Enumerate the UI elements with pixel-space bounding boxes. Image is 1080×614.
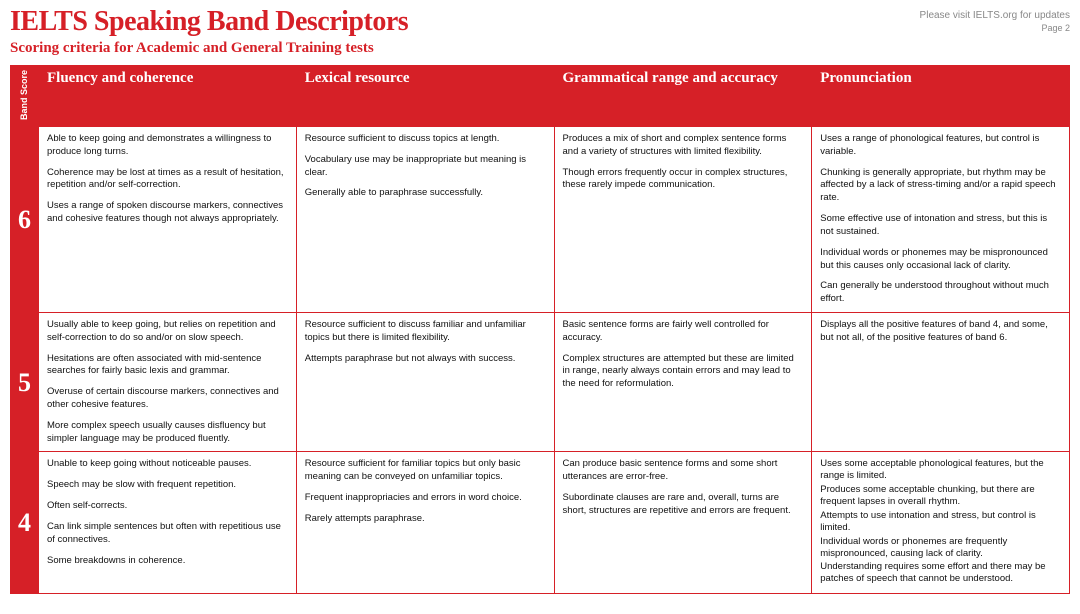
criterion-paragraph: Complex structures are attempted but the…	[563, 353, 804, 391]
criterion-paragraph: Vocabulary use may be inappropriate but …	[305, 154, 546, 180]
criterion-paragraph: Can generally be understood throughout w…	[820, 280, 1061, 306]
descriptors-table: Band Score Fluency and coherence Lexical…	[10, 65, 1070, 594]
criterion-paragraph: Speech may be slow with frequent repetit…	[47, 479, 288, 492]
band-cell: 4	[11, 452, 39, 594]
criterion-paragraph: Can produce basic sentence forms and som…	[563, 458, 804, 484]
criterion-paragraph: Though errors frequently occur in comple…	[563, 167, 804, 193]
criterion-paragraph: Attempts to use intonation and stress, b…	[820, 510, 1061, 534]
table-row: 5 Usually able to keep going, but relies …	[11, 312, 1070, 452]
updates-text: Please visit IELTS.org for updates	[920, 6, 1070, 21]
band-score-label: Band Score	[20, 70, 30, 120]
criterion-paragraph: Able to keep going and demonstrates a wi…	[47, 133, 288, 159]
header: IELTS Speaking Band Descriptors Scoring …	[10, 6, 1070, 65]
criterion-cell: Usually able to keep going, but relies o…	[39, 312, 297, 452]
col-head-pronunciation: Pronunciation	[812, 66, 1070, 127]
criterion-paragraph: More complex speech usually causes disfl…	[47, 420, 288, 446]
col-head-band-score: Band Score	[11, 66, 39, 127]
criterion-cell: Resource sufficient to discuss familiar …	[296, 312, 554, 452]
criterion-paragraph: Basic sentence forms are fairly well con…	[563, 319, 804, 345]
col-head-grammar: Grammatical range and accuracy	[554, 66, 812, 127]
criterion-paragraph: Unable to keep going without noticeable …	[47, 458, 288, 471]
criterion-cell: Resource sufficient to discuss topics at…	[296, 127, 554, 313]
criterion-paragraph: Produces a mix of short and complex sent…	[563, 133, 804, 159]
criterion-cell: Displays all the positive features of ba…	[812, 312, 1070, 452]
criterion-paragraph: Resource sufficient for familiar topics …	[305, 458, 546, 484]
table-row: 6 Able to keep going and demonstrates a w…	[11, 127, 1070, 313]
page-number: Page 2	[920, 23, 1070, 33]
header-right: Please visit IELTS.org for updates Page …	[920, 6, 1070, 33]
table-header-row: Band Score Fluency and coherence Lexical…	[11, 66, 1070, 127]
criterion-cell: Able to keep going and demonstrates a wi…	[39, 127, 297, 313]
criterion-paragraph: Uses some acceptable phonological featur…	[820, 458, 1061, 482]
criterion-cell: Resource sufficient for familiar topics …	[296, 452, 554, 594]
criterion-paragraph: Individual words or phonemes may be misp…	[820, 247, 1061, 273]
criterion-paragraph: Some effective use of intonation and str…	[820, 213, 1061, 239]
criterion-paragraph: Individual words or phonemes are frequen…	[820, 536, 1061, 560]
band-cell: 5	[11, 312, 39, 452]
criterion-paragraph: Subordinate clauses are rare and, overal…	[563, 492, 804, 518]
criterion-cell: Uses a range of phonological features, b…	[812, 127, 1070, 313]
criterion-paragraph: Understanding requires some effort and t…	[820, 561, 1061, 585]
criterion-paragraph: Resource sufficient to discuss familiar …	[305, 319, 546, 345]
criterion-cell: Basic sentence forms are fairly well con…	[554, 312, 812, 452]
criterion-paragraph: Often self-corrects.	[47, 500, 288, 513]
band-cell: 6	[11, 127, 39, 313]
criterion-paragraph: Uses a range of phonological features, b…	[820, 133, 1061, 159]
criterion-paragraph: Overuse of certain discourse markers, co…	[47, 386, 288, 412]
criterion-paragraph: Frequent inappropriacies and errors in w…	[305, 492, 546, 505]
criterion-paragraph: Resource sufficient to discuss topics at…	[305, 133, 546, 146]
criterion-cell: Uses some acceptable phonological featur…	[812, 452, 1070, 594]
criterion-paragraph: Displays all the positive features of ba…	[820, 319, 1061, 345]
criterion-paragraph: Chunking is generally appropriate, but r…	[820, 167, 1061, 205]
criterion-paragraph: Can link simple sentences but often with…	[47, 521, 288, 547]
col-head-lexical: Lexical resource	[296, 66, 554, 127]
page-subtitle: Scoring criteria for Academic and Genera…	[10, 40, 408, 57]
criterion-paragraph: Produces some acceptable chunking, but t…	[820, 484, 1061, 508]
criterion-cell: Produces a mix of short and complex sent…	[554, 127, 812, 313]
criterion-cell: Can produce basic sentence forms and som…	[554, 452, 812, 594]
criterion-cell: Unable to keep going without noticeable …	[39, 452, 297, 594]
page-title: IELTS Speaking Band Descriptors	[10, 6, 408, 38]
criterion-paragraph: Coherence may be lost at times as a resu…	[47, 167, 288, 193]
criterion-paragraph: Generally able to paraphrase successfull…	[305, 187, 546, 200]
criterion-paragraph: Hesitations are often associated with mi…	[47, 353, 288, 379]
criterion-paragraph: Uses a range of spoken discourse markers…	[47, 200, 288, 226]
criterion-paragraph: Some breakdowns in coherence.	[47, 555, 288, 568]
col-head-fluency: Fluency and coherence	[39, 66, 297, 127]
table-row: 4 Unable to keep going without noticeable…	[11, 452, 1070, 594]
criterion-paragraph: Rarely attempts paraphrase.	[305, 513, 546, 526]
criterion-paragraph: Attempts paraphrase but not always with …	[305, 353, 546, 366]
criterion-paragraph: Usually able to keep going, but relies o…	[47, 319, 288, 345]
